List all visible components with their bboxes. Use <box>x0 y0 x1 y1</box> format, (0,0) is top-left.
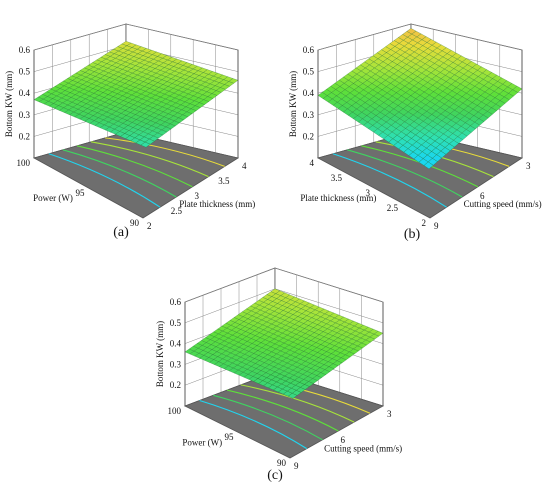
z-tick-label: 0.6 <box>170 297 182 307</box>
contour-line <box>199 399 308 450</box>
z-axis-label: Bottom KW (mm) <box>288 71 298 137</box>
y-tick-label: 3 <box>366 188 371 198</box>
x-tick-label: 6 <box>480 191 485 201</box>
contour-line <box>48 153 161 208</box>
z-tick-label: 0.5 <box>170 318 182 328</box>
x-tick-label: 3.5 <box>218 176 230 186</box>
x-axis-label: Plate thickness (mm) <box>179 199 255 209</box>
caption-c: (c) <box>267 468 283 483</box>
z-tick-label: 0.6 <box>303 45 315 55</box>
z-tick-label: 0.3 <box>170 359 182 369</box>
contour-line <box>62 149 177 198</box>
contour-line <box>91 141 209 178</box>
contour-floor <box>32 131 240 219</box>
chart-panel-c: 0.2 0.3 0.4 0.5 0.6 Bottom KW (mm) 90 95 100 Powe… <box>155 267 402 471</box>
response-surface <box>184 288 384 399</box>
wall-gridline <box>274 267 384 303</box>
wall-gridline <box>125 23 239 51</box>
surface-cell <box>423 161 434 170</box>
y-tick-label: 2.5 <box>387 203 399 213</box>
z-tick-label: 0.4 <box>19 88 31 98</box>
x-tick-label: 3 <box>526 161 531 171</box>
surface-cell <box>287 393 298 399</box>
y-tick-label: 3.5 <box>331 173 343 183</box>
z-tick-label: 0.2 <box>303 131 314 141</box>
wall-gridline <box>33 45 127 72</box>
contour-line <box>226 389 339 432</box>
z-tick-label: 0.4 <box>170 339 182 349</box>
surface-cell <box>140 141 151 148</box>
y-axis-label: Power (W) <box>33 193 73 203</box>
y-axis-label: Plate thickness (mm) <box>300 193 376 203</box>
contour-line <box>240 384 355 423</box>
contour-line <box>332 153 447 208</box>
y-tick-label: 100 <box>17 158 31 168</box>
chart-panel-a: 0.2 0.3 0.4 0.5 0.6 Bottom KW (mm) 90 95 100 Powe… <box>4 23 255 231</box>
y-tick-label: 2 <box>422 218 427 228</box>
x-tick-label: 6 <box>341 435 346 445</box>
z-tick-label: 0.5 <box>303 67 315 77</box>
wall-gridline <box>184 288 276 324</box>
response-surface <box>33 41 239 148</box>
z-tick-label: 0.4 <box>303 88 315 98</box>
x-tick-label: 3 <box>387 409 392 419</box>
contour-line <box>76 145 193 188</box>
contour-line <box>213 394 323 441</box>
x-tick-label: 2 <box>147 221 152 231</box>
wall-gridline <box>184 267 276 303</box>
z-tick-label: 0.2 <box>170 380 181 390</box>
z-axis-label: Bottom KW (mm) <box>4 71 14 137</box>
x-tick-label: 9 <box>434 221 439 231</box>
x-axis-label: Cutting speed (mm/s) <box>464 199 542 209</box>
z-axis-label: Bottom KW (mm) <box>155 321 165 387</box>
z-tick-label: 0.3 <box>303 110 315 120</box>
contour-line <box>347 149 463 198</box>
z-tick-label: 0.5 <box>19 67 31 77</box>
chart-panel-b: 0.2 0.3 0.4 0.5 0.6 Bottom KW (mm) 2 2.5 3 3.5 4 Pl… <box>288 23 542 231</box>
wall-gridline <box>317 23 412 51</box>
wall-gridline <box>274 288 384 324</box>
response-surface <box>317 28 523 170</box>
x-tick-label: 3 <box>195 191 200 201</box>
x-tick-label: 4 <box>242 161 247 171</box>
caption-a: (a) <box>113 225 129 240</box>
y-tick-label: 90 <box>130 218 140 228</box>
x-tick-label: 2.5 <box>171 206 183 216</box>
z-tick-label: 0.2 <box>19 131 30 141</box>
x-axis-label: Cutting speed (mm/s) <box>324 443 402 453</box>
y-tick-label: 4 <box>310 158 315 168</box>
z-tick-label: 0.6 <box>19 45 31 55</box>
wall-gridline <box>410 23 523 51</box>
y-tick-label: 95 <box>225 432 235 442</box>
z-tick-label: 0.3 <box>19 110 31 120</box>
y-tick-label: 95 <box>76 188 86 198</box>
wall-gridline <box>33 23 127 51</box>
y-tick-label: 100 <box>168 406 182 416</box>
x-tick-label: 9 <box>294 461 299 471</box>
y-axis-label: Power (W) <box>182 437 222 447</box>
contour-line <box>105 137 225 167</box>
y-tick-label: 90 <box>277 458 287 468</box>
caption-b: (b) <box>404 227 421 242</box>
contour-floor <box>183 371 385 459</box>
